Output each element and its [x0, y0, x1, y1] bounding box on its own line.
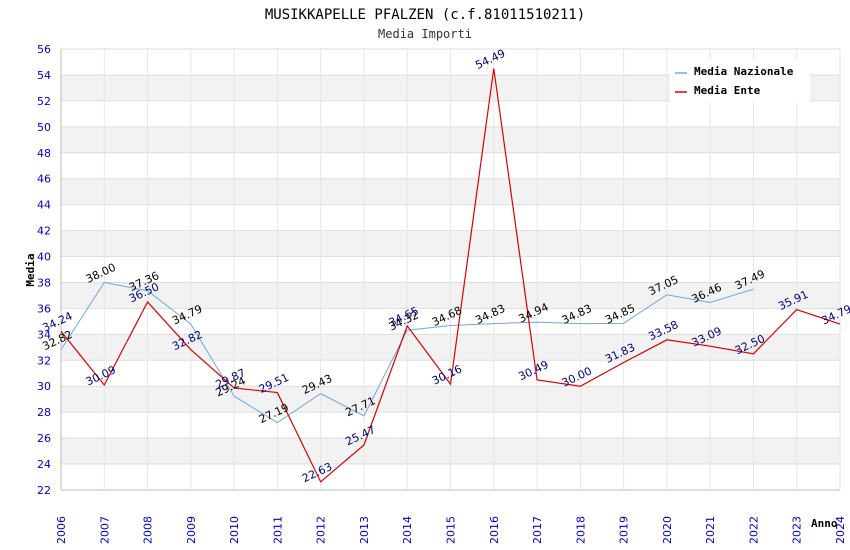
x-tick-label: 2012 — [315, 516, 328, 544]
x-tick-label: 2017 — [531, 516, 544, 544]
x-tick-label: 2009 — [185, 516, 198, 544]
data-label: 54.49 — [473, 47, 507, 72]
y-tick-label: 26 — [37, 432, 51, 445]
y-tick-label: 50 — [37, 121, 51, 134]
x-tick-label: 2024 — [834, 516, 847, 544]
y-tick-label: 30 — [37, 380, 51, 393]
y-tick-label: 46 — [37, 173, 51, 186]
y-tick-label: 56 — [37, 43, 51, 56]
y-tick-label: 24 — [37, 458, 51, 471]
y-axis-title: Media — [24, 253, 37, 286]
legend-label-ente: Media Ente — [694, 84, 761, 97]
legend: Media Nazionale Media Ente — [670, 60, 810, 102]
x-axis-title: Anno — [811, 517, 838, 530]
data-label: 30.16 — [430, 362, 464, 387]
chart-subtitle: Media Importi — [378, 27, 472, 41]
x-tick-label: 2006 — [55, 516, 68, 544]
x-tick-label: 2021 — [704, 516, 717, 544]
y-tick-label: 36 — [37, 302, 51, 315]
x-tick-label: 2008 — [142, 516, 155, 544]
y-tick-label: 32 — [37, 354, 51, 367]
x-tick-label: 2010 — [228, 516, 241, 544]
legend-label-nazionale: Media Nazionale — [694, 65, 794, 78]
data-label: 30.49 — [517, 358, 551, 383]
y-tick-label: 40 — [37, 251, 51, 264]
series-line-media-nazionale — [60, 281, 754, 424]
x-tick-label: 2018 — [574, 516, 587, 544]
data-label: 30.09 — [84, 363, 118, 388]
y-tick-label: 28 — [37, 406, 51, 419]
y-tick-label: 38 — [37, 276, 51, 289]
x-tick-label: 2016 — [488, 516, 501, 544]
y-tick-label: 42 — [37, 225, 51, 238]
x-tick-label: 2007 — [98, 516, 111, 544]
y-tick-label: 48 — [37, 147, 51, 160]
x-tick-label: 2023 — [791, 516, 804, 544]
x-tick-label: 2020 — [661, 516, 674, 544]
y-tick-label: 34 — [37, 328, 51, 341]
x-tick-label: 2019 — [618, 516, 631, 544]
y-tick-label: 44 — [37, 199, 51, 212]
x-tick-label: 2013 — [358, 516, 371, 544]
legend-box — [670, 60, 810, 102]
x-tick-label: 2022 — [747, 516, 760, 544]
y-tick-label: 54 — [37, 69, 51, 82]
x-tick-label: 2015 — [445, 516, 458, 544]
x-tick-label: 2011 — [271, 516, 284, 544]
y-tick-label: 22 — [37, 484, 51, 497]
x-tick-label: 2014 — [401, 516, 414, 544]
y-tick-label: 52 — [37, 95, 51, 108]
series-line-media-ente — [60, 68, 841, 483]
chart-title: MUSIKKAPELLE PFALZEN (c.f.81011510211) — [265, 7, 585, 23]
